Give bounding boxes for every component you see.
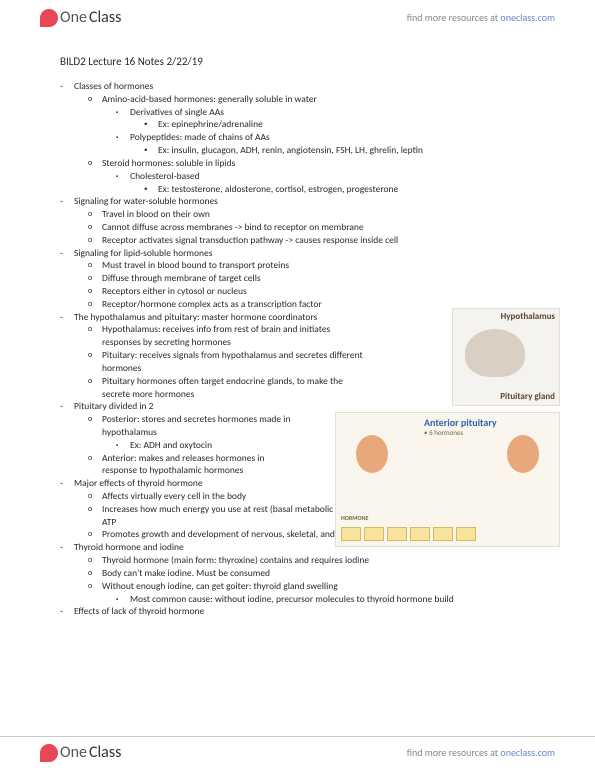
- note-text: Amino-acid-based hormones: generally sol…: [102, 93, 317, 105]
- note-text: Receptors either in cytosol or nucleus: [102, 285, 247, 297]
- note-text: Ex: epinephrine/adrenaline: [158, 118, 263, 130]
- note-text: Thyroid hormone (main form: thyroxine) c…: [102, 554, 369, 566]
- notes-content: Classes of hormones Amino-acid-based hor…: [60, 80, 560, 618]
- note-text: Must travel in blood bound to transport …: [102, 259, 289, 271]
- section-heading: Pituitary divided in 2: [74, 400, 154, 412]
- section-heading: Signaling for water-soluble hormones: [74, 195, 218, 207]
- brain-icon: [465, 329, 525, 377]
- note-text: Pituitary: receives signals from hypotha…: [102, 349, 363, 374]
- page-title: BILD2 Lecture 16 Notes 2/22/19: [60, 55, 535, 68]
- note-text: Cannot diffuse across membranes -> bind …: [102, 221, 364, 233]
- pituitary-icon: [507, 435, 539, 473]
- section-heading: Major effects of thyroid hormone: [74, 477, 203, 489]
- diagram-stack: Hypothalamus Pituitary gland Anterior pi…: [335, 308, 560, 547]
- note-text: Ex: insulin, glucagon, ADH, renin, angio…: [158, 144, 423, 156]
- note-text: Cholesterol-based: [130, 170, 200, 182]
- section-heading: Classes of hormones: [74, 80, 153, 92]
- note-text: Receptor activates signal transduction p…: [102, 234, 398, 246]
- note-text: Pituitary hormones often target endocrin…: [102, 375, 343, 400]
- section-heading: Signaling for lipid-soluble hormones: [74, 247, 212, 259]
- note-text: Ex: ADH and oxytocin: [130, 439, 212, 451]
- note-text: Derivatives of single AAs: [130, 106, 224, 118]
- note-text: Without enough iodine, can get goiter: t…: [102, 580, 338, 592]
- diagram-label: Hypothalamus: [501, 311, 555, 323]
- brand-class: Class: [89, 743, 121, 762]
- brand-logo: OneClass: [40, 8, 121, 27]
- note-text: Hypothalamus: receives info from rest of…: [102, 323, 330, 348]
- note-text: Anterior: makes and releases hormones in…: [102, 452, 264, 477]
- note-text: Polypeptides: made of chains of AAs: [130, 131, 270, 143]
- note-text: Affects virtually every cell in the body: [102, 490, 246, 502]
- note-text: Receptor/hormone complex acts as a trans…: [102, 298, 322, 310]
- brand-one: One: [60, 743, 87, 762]
- note-text: Diffuse through membrane of target cells: [102, 272, 261, 284]
- tagline-prefix: find more resources at: [407, 746, 501, 759]
- diagram-label: HORMONE: [341, 514, 368, 522]
- brand-one: One: [60, 8, 87, 27]
- header-tagline: find more resources at oneclass.com: [407, 11, 555, 24]
- note-text: Travel in blood on their own: [102, 208, 210, 220]
- diagram-label: Pituitary gland: [500, 391, 555, 403]
- section-heading: Effects of lack of thyroid hormone: [74, 605, 204, 617]
- pituitary-icon: [356, 435, 388, 473]
- footer: OneClass find more resources at oneclass…: [0, 736, 595, 770]
- tagline-link[interactable]: oneclass.com: [500, 11, 555, 24]
- tagline-link[interactable]: oneclass.com: [500, 746, 555, 759]
- diagram-hypothalamus: Hypothalamus Pituitary gland: [452, 308, 560, 406]
- note-text: Posterior: stores and secretes hormones …: [102, 413, 290, 438]
- brand-class: Class: [89, 8, 121, 27]
- section-heading: The hypothalamus and pituitary: master h…: [74, 311, 317, 323]
- section-heading: Thyroid hormone and iodine: [74, 541, 184, 553]
- note-text: Most common cause: without iodine, precu…: [130, 593, 454, 605]
- logo-icon: [40, 744, 58, 762]
- logo-icon: [40, 9, 58, 27]
- diagram-anterior-pituitary: Anterior pituitary • 6 hormones HORMONE …: [335, 412, 560, 547]
- diagram-label: • 6 hormones: [424, 428, 463, 437]
- brand-logo-footer: OneClass: [40, 743, 121, 762]
- note-text: Ex: testosterone, aldosterone, cortisol,…: [158, 183, 398, 195]
- header: OneClass find more resources at oneclass…: [0, 0, 595, 35]
- note-text: Body can't make iodine. Must be consumed: [102, 567, 270, 579]
- hormone-boxes: [341, 527, 476, 541]
- tagline-prefix: find more resources at: [407, 11, 501, 24]
- footer-tagline: find more resources at oneclass.com: [407, 746, 555, 759]
- note-text: Steroid hormones: soluble in lipids: [102, 157, 235, 169]
